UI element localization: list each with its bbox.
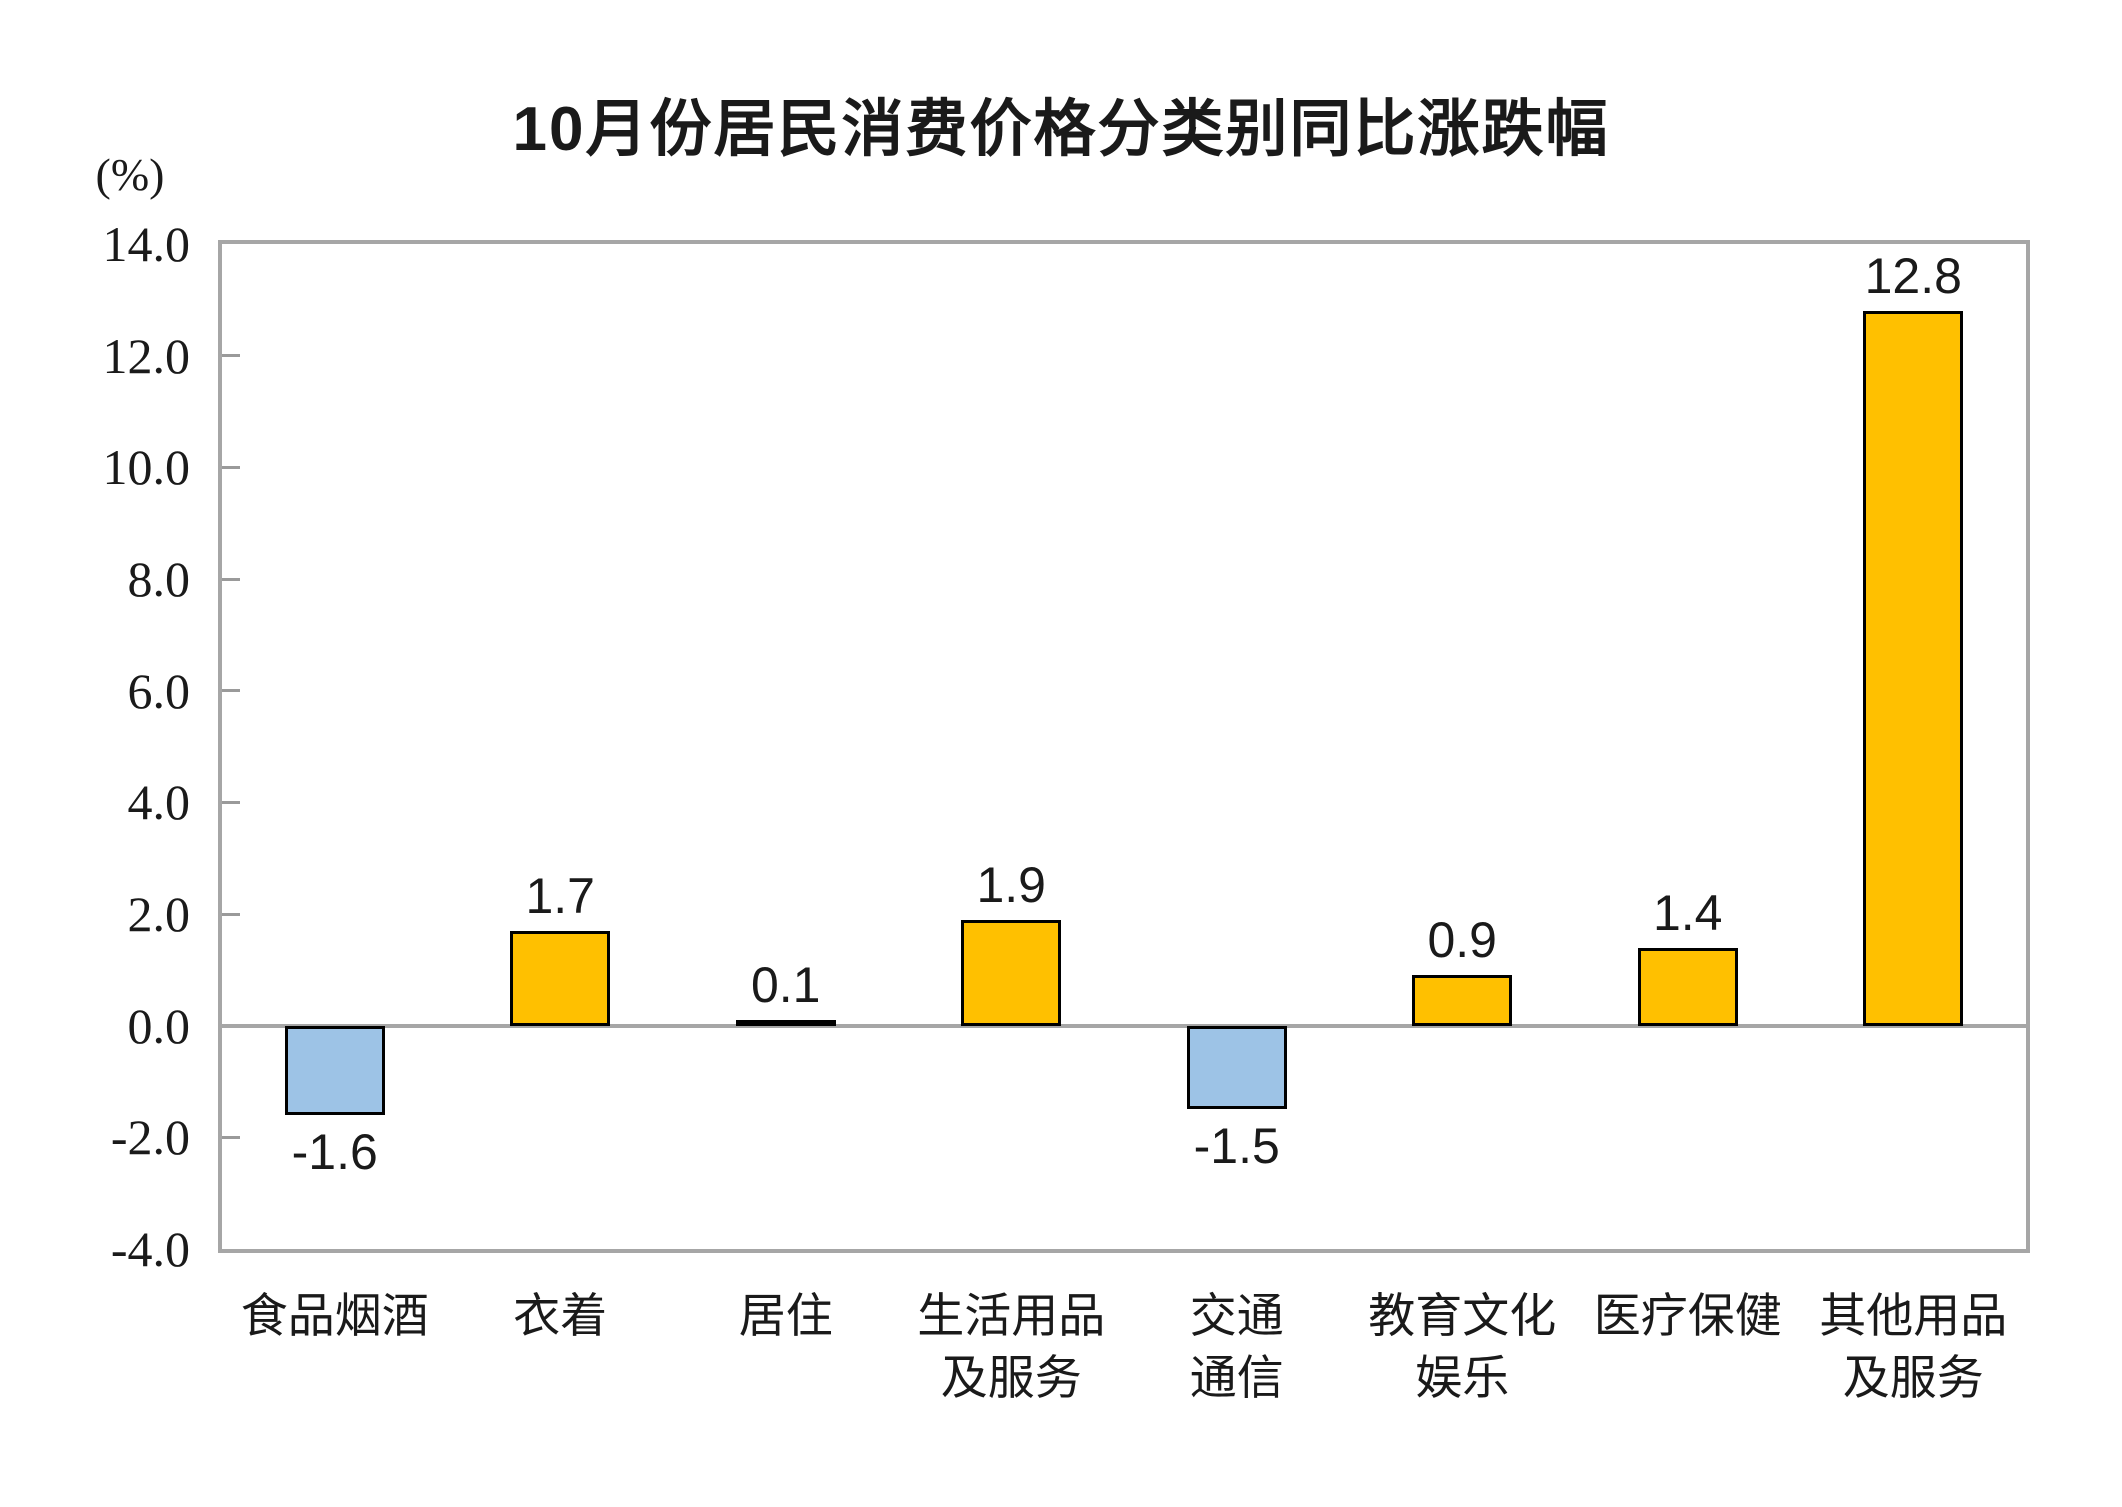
x-axis-category-label: 教育文化 娱乐 [1368, 1289, 1557, 1405]
bar [284, 1025, 385, 1115]
bar-value-label: -1.5 [1193, 1118, 1280, 1175]
bar-value-label: 0.1 [750, 957, 821, 1014]
y-axis-tick-label: 12.0 [102, 327, 191, 384]
bar-value-label: -1.6 [291, 1124, 378, 1180]
bar-value-label: 1.7 [525, 867, 595, 924]
bar [1412, 975, 1513, 1026]
y-axis-tick-mark [222, 689, 240, 693]
x-axis-category-label: 交通 通信 [1189, 1289, 1284, 1405]
bar [1863, 311, 1964, 1026]
y-axis-tick-label: 10.0 [102, 439, 191, 496]
y-axis-tick-mark [222, 912, 240, 916]
bar [1637, 947, 1738, 1026]
y-axis-tick-label: 14.0 [102, 216, 191, 272]
bar-value-label: 1.9 [976, 856, 1046, 913]
bar-value-label: 12.8 [1864, 248, 1962, 304]
y-axis-tick-label: -2.0 [110, 1109, 190, 1166]
chart-title: 10月份居民消费价格分类别同比涨跌幅 [512, 95, 1610, 164]
y-axis-tick-mark [222, 1135, 240, 1139]
y-axis-tick-mark [222, 800, 240, 804]
x-axis-category-label: 医疗保健 [1593, 1289, 1782, 1342]
bar-value-label: 0.9 [1427, 912, 1497, 969]
y-axis-tick-label: 0.0 [127, 997, 191, 1054]
y-axis-tick-label: -4.0 [110, 1221, 190, 1277]
plot-area: -1.6 1.7 0.1 1.9 -1.5 0.9 1.4 12.8 [218, 240, 2030, 1253]
y-axis-tick-label: 4.0 [127, 774, 191, 831]
y-axis-tick-mark [222, 465, 240, 469]
y-axis-tick-mark [222, 577, 240, 581]
bar [510, 930, 611, 1026]
x-axis-category-label: 生活用品 及服务 [917, 1289, 1106, 1405]
bar [1186, 1025, 1287, 1110]
y-axis-unit-label: (%) [95, 149, 165, 200]
y-axis-tick-label: 6.0 [127, 662, 191, 719]
bar [961, 919, 1062, 1026]
zero-baseline [222, 1023, 2026, 1028]
y-axis-tick-label: 8.0 [127, 551, 191, 607]
x-axis-category-label: 食品烟酒 [240, 1289, 429, 1342]
x-axis-category-label: 居住 [738, 1289, 833, 1342]
y-axis-tick-label: 2.0 [127, 886, 191, 942]
bar [735, 1020, 836, 1027]
x-axis-category-label: 其他用品 及服务 [1819, 1289, 2008, 1405]
bar-value-label: 1.4 [1652, 884, 1723, 941]
y-axis-tick-mark [222, 354, 240, 358]
x-axis-category-label: 衣着 [513, 1289, 608, 1342]
